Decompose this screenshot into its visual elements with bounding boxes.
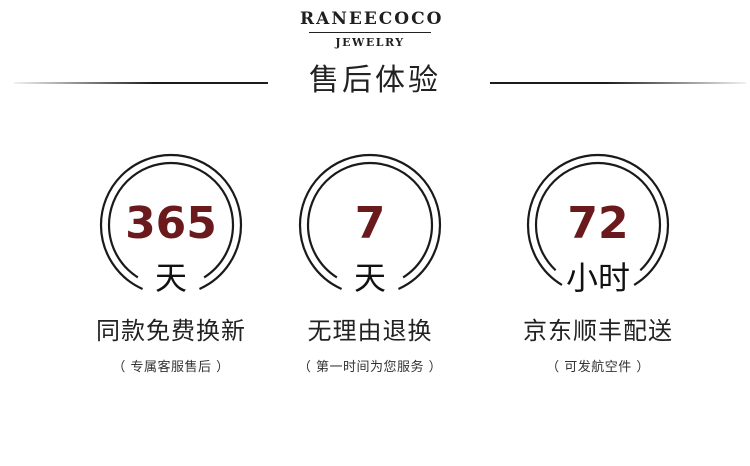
feature-title: 同款免费换新 [96,317,246,345]
feature-title: 京东顺丰配送 [523,317,673,345]
feature-number: 365 [125,198,217,249]
title-rule-left [14,82,268,84]
brand-name: RANEECOCO [300,9,444,29]
title-rule-right [490,82,746,84]
feature-number: 72 [567,198,629,249]
feature-returns: 7 天 无理由退换 （ 第一时间为您服务 ） [260,0,480,466]
feature-unit: 天 [353,259,386,297]
feature-subtitle: （ 可发航空件 ） [546,360,650,375]
feature-shipping: 72 小时 京东顺丰配送 （ 可发航空件 ） [488,0,708,466]
circle-ring-icon [99,153,243,297]
feature-unit: 小时 [565,259,630,297]
brand-logo: RANEECOCO JEWELRY [300,8,444,51]
section-title: 售后体验 [309,63,441,98]
feature-subtitle: （ 专属客服售后 ） [112,360,230,375]
circle-ring-icon [298,153,442,297]
feature-warranty: 365 天 同款免费换新 （ 专属客服售后 ） [61,0,281,466]
feature-subtitle: （ 第一时间为您服务 ） [297,360,443,375]
brand-divider [309,32,431,33]
brand-subtitle: JEWELRY [335,36,405,49]
feature-number: 7 [354,198,386,249]
feature-unit: 天 [154,259,187,297]
circle-ring-icon [526,153,670,297]
feature-title: 无理由退换 [307,317,433,345]
